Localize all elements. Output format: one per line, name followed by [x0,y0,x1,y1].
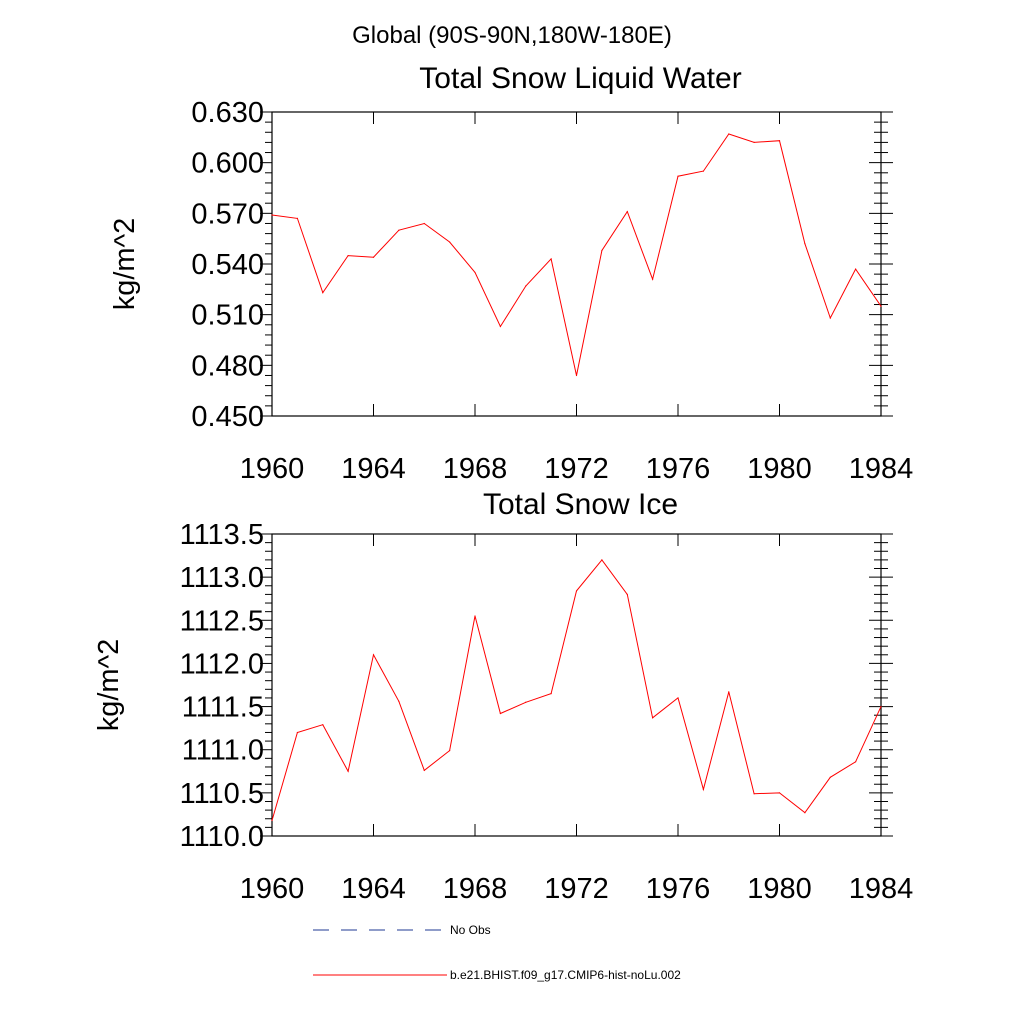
data-point [296,731,298,734]
data-point [423,222,425,225]
y-tick-label: 1113.0 [180,562,264,594]
data-point [575,374,578,377]
data-point [652,278,654,280]
data-point [601,249,603,252]
data-point [525,285,527,287]
data-point [880,305,882,307]
data-point [601,559,603,561]
data-point [652,717,654,719]
data-point [778,792,781,794]
data-point [398,229,400,231]
series-line [271,559,882,821]
legend: No Obs b.e21.BHIST.f09_g17.CMIP6-hist-no… [313,923,681,982]
chart-title: Total Snow Liquid Water [419,62,741,95]
data-point [702,788,704,791]
y-tick-label: 1110.5 [180,778,264,810]
y-tick-label: 0.600 [191,148,264,180]
data-point [804,243,806,245]
data-point [499,712,501,715]
data-point [398,700,400,702]
x-tick-label: 1972 [544,453,609,485]
y-tick-label: 0.510 [191,300,264,332]
x-tick-label: 1964 [341,873,406,905]
data-point [449,241,451,243]
x-tick-label: 1976 [646,453,711,485]
x-tick-label: 1964 [341,453,406,485]
data-point [626,211,628,213]
data-point [575,590,578,592]
data-point [804,812,806,814]
y-tick-label: 0.570 [191,198,264,230]
y-tick-label: 0.480 [191,350,264,382]
data-point [829,317,831,319]
data-point [322,724,324,726]
y-tick-label: 1111.5 [182,692,264,724]
data-point [372,654,375,656]
data-point [347,254,349,257]
y-tick-label: 0.450 [191,401,264,433]
data-point [372,256,375,258]
figure-suptitle: Global (90S-90N,180W-180E) [352,22,672,49]
data-point [322,292,324,294]
x-tick-label: 1984 [849,873,914,905]
data-point [550,693,552,695]
data-point [550,258,552,260]
data-point [474,615,476,617]
data-point [728,133,730,135]
data-point [829,776,831,778]
chart-title: Total Snow Ice [483,488,678,521]
panel-snow-ice: Total Snow Ice kg/m^2 1960 1964 1968 1972 1976… [93,488,913,905]
data-point [423,769,425,772]
data-point [271,214,273,216]
data-point [753,141,755,143]
legend-label-no-obs: No Obs [450,923,491,937]
panel-snow-liquid-water: Total Snow Liquid Water kg/m^2 1960 1964 196… [109,62,913,485]
data-point [347,770,349,772]
y-tick-label: 1111.0 [182,735,264,767]
plot-frame [271,111,882,417]
series-line [271,133,882,376]
plot-frame [271,533,882,837]
y-tick-label: 1112.0 [180,648,264,680]
x-tick-label: 1972 [544,873,609,905]
data-point [626,593,628,596]
data-point [778,140,781,142]
x-tick-label: 1960 [240,453,305,485]
x-tick-label: 1976 [646,873,711,905]
data-point [525,701,527,703]
legend-label-model: b.e21.BHIST.f09_g17.CMIP6-hist-noLu.002 [450,968,681,982]
x-tick-label: 1960 [240,873,305,905]
data-point [499,325,501,328]
y-axis-label: kg/m^2 [93,639,125,732]
data-point [855,761,857,763]
y-tick-label: 1110.0 [180,821,264,853]
data-point [880,705,882,708]
x-tick-label: 1980 [747,453,812,485]
x-tick-label: 1968 [443,453,508,485]
data-point [677,175,679,177]
data-point [449,749,451,752]
data-point [855,268,857,270]
y-tick-label: 0.540 [191,249,264,281]
data-point [474,271,476,274]
data-point [271,819,273,822]
y-tick-label: 1113.5 [180,519,264,551]
data-point [728,691,730,693]
x-tick-label: 1968 [443,873,508,905]
y-tick-label: 1112.5 [180,605,264,637]
data-point [753,793,755,795]
y-tick-label: 0.630 [191,97,264,129]
y-axis-label: kg/m^2 [109,218,141,311]
data-point [296,217,298,219]
x-tick-label: 1980 [747,873,812,905]
x-tick-label: 1984 [849,453,914,485]
data-point [677,697,679,699]
data-point [702,170,704,172]
